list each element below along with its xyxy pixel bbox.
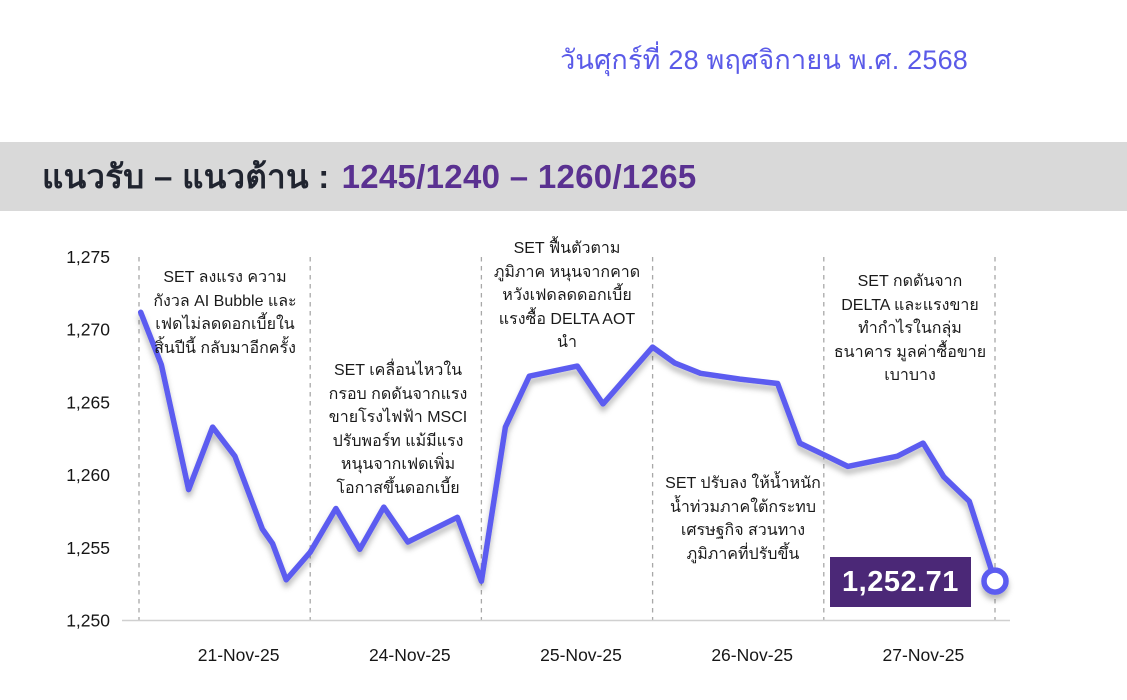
- annotation-26nov: SET ปรับลง ให้​น้ำหนักน้ำท่วมภาคใต้​กระท…: [665, 475, 821, 563]
- y-axis-tick-labels: 1,275 1,270 1,265 1,260 1,255 1,250: [66, 247, 110, 631]
- annotation-27nov: SET กดดันจาก DELTA และแรงขาย​ทำกำไรในกลุ…: [833, 273, 987, 385]
- y-tick-label: 1,270: [66, 320, 110, 340]
- y-tick-label: 1,260: [66, 465, 110, 485]
- x-tick-label: 27-Nov-25: [883, 645, 965, 665]
- y-tick-label: 1,250: [66, 611, 110, 631]
- annotation-25nov: SET ฟื้นตัวตาม​ภูมิภาค หนุนจาก​คาดหวังเฟ…: [493, 240, 641, 352]
- report-date: วันศุกร์ที่ 28 พฤศจิกายน พ.ศ. 2568: [560, 45, 968, 75]
- x-tick-label: 26-Nov-25: [711, 645, 793, 665]
- x-axis-tick-labels: 21-Nov-25 24-Nov-25 25-Nov-25 26-Nov-25 27-N…: [198, 645, 965, 665]
- support-resistance-banner: แนวรับ – แนวต้าน : 1245/1240 – 1260/1265: [0, 142, 1127, 211]
- y-tick-label: 1,265: [66, 392, 110, 412]
- day-boundary-gridlines: [138, 257, 996, 621]
- y-tick-label: 1,275: [66, 247, 110, 267]
- last-value-badge: 1,252.71: [830, 557, 971, 607]
- price-line-group: [137, 309, 1009, 595]
- x-tick-label: 21-Nov-25: [198, 645, 280, 665]
- annotation-21nov: SET ลงแรง ความ​กังวล AI Bubble และ​เฟดไม…: [153, 269, 297, 357]
- x-tick-label: 24-Nov-25: [369, 645, 451, 665]
- x-tick-label: 25-Nov-25: [540, 645, 622, 665]
- last-point-marker: [981, 567, 1009, 595]
- support-resistance-levels: 1245/1240 – 1260/1265: [341, 157, 697, 195]
- annotation-24nov: SET เคลื่อนไหวใน​กรอบ กดดันจากแรง​ขายโรง…: [328, 362, 468, 497]
- support-resistance-label: แนวรับ – แนวต้าน :: [42, 158, 330, 195]
- y-tick-label: 1,255: [66, 538, 110, 558]
- price-line: [137, 309, 998, 584]
